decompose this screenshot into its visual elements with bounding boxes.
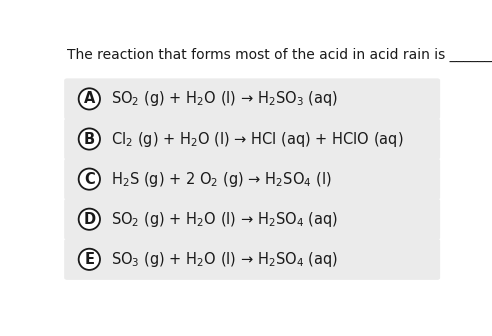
FancyBboxPatch shape	[64, 78, 440, 120]
FancyBboxPatch shape	[64, 159, 440, 200]
Text: SO$_3$ (g) + H$_2$O (l) → H$_2$SO$_4$ (aq): SO$_3$ (g) + H$_2$O (l) → H$_2$SO$_4$ (a…	[111, 250, 338, 269]
Text: C: C	[84, 172, 94, 186]
Text: Cl$_2$ (g) + H$_2$O (l) → HCl (aq) + HClO (aq): Cl$_2$ (g) + H$_2$O (l) → HCl (aq) + HCl…	[111, 129, 403, 149]
Text: SO$_2$ (g) + H$_2$O (l) → H$_2$SO$_4$ (aq): SO$_2$ (g) + H$_2$O (l) → H$_2$SO$_4$ (a…	[111, 210, 338, 229]
FancyBboxPatch shape	[64, 119, 440, 160]
Text: The reaction that forms most of the acid in acid rain is _________.: The reaction that forms most of the acid…	[67, 48, 492, 62]
Text: B: B	[84, 131, 95, 146]
Text: E: E	[84, 252, 94, 267]
Text: A: A	[84, 91, 95, 107]
Ellipse shape	[79, 169, 100, 190]
FancyBboxPatch shape	[64, 199, 440, 240]
Text: D: D	[83, 212, 95, 227]
Ellipse shape	[79, 88, 100, 110]
Text: SO$_2$ (g) + H$_2$O (l) → H$_2$SO$_3$ (aq): SO$_2$ (g) + H$_2$O (l) → H$_2$SO$_3$ (a…	[111, 89, 338, 109]
Text: H$_2$S (g) + 2 O$_2$ (g) → H$_2$SO$_4$ (l): H$_2$S (g) + 2 O$_2$ (g) → H$_2$SO$_4$ (…	[111, 170, 332, 188]
Ellipse shape	[79, 209, 100, 230]
Ellipse shape	[79, 128, 100, 150]
FancyBboxPatch shape	[64, 239, 440, 280]
Ellipse shape	[79, 249, 100, 270]
